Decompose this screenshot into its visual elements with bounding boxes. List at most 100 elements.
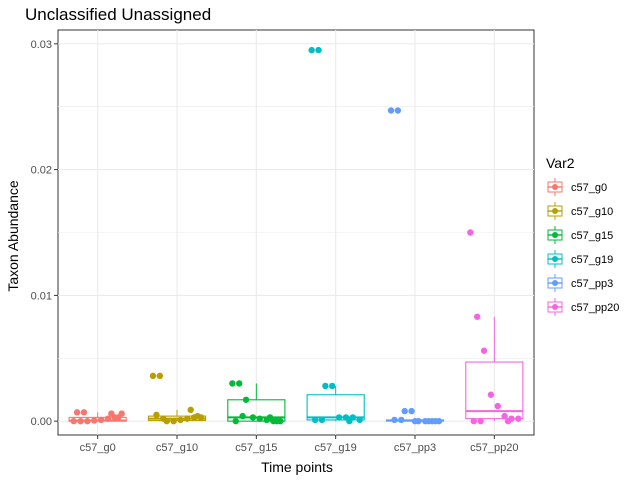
data-point: [391, 416, 398, 424]
legend-item-c57_g15: c57_g15: [546, 225, 613, 245]
box-iqr: [227, 399, 286, 422]
data-point: [308, 46, 315, 54]
box-iqr: [306, 394, 365, 421]
data-point: [266, 414, 274, 421]
y-axis-title: Taxon Abundance: [5, 180, 21, 292]
data-point: [315, 46, 322, 54]
data-point: [408, 407, 415, 415]
data-point: [501, 412, 508, 420]
legend-item-c57_g0: c57_g0: [546, 177, 607, 197]
data-point: [346, 417, 353, 425]
legend-title: Var2: [546, 155, 575, 171]
data-point: [432, 417, 439, 425]
x-tick-label: c57_g0: [80, 442, 116, 454]
x-tick-label: c57_pp20: [470, 442, 518, 454]
legend-label: c57_g15: [571, 230, 613, 242]
data-point: [115, 414, 122, 421]
legend-key-point: [552, 256, 558, 262]
data-point: [411, 417, 419, 425]
legend: Var2 c57_g0 c57_g10 c57_g15 c57_g19 c57_pp3c…: [546, 155, 619, 317]
data-point: [356, 416, 363, 424]
data-point: [477, 417, 484, 425]
data-point: [73, 409, 81, 416]
legend-label: c57_g19: [571, 254, 613, 266]
box-iqr: [465, 361, 524, 420]
x-tick-label: c57_g10: [156, 442, 198, 454]
data-point: [311, 416, 319, 424]
data-point: [273, 417, 281, 425]
data-point: [232, 417, 239, 425]
data-point: [97, 416, 105, 424]
data-point: [470, 417, 477, 425]
y-tick-label: 0.02: [31, 165, 52, 177]
box-c57_g0: [68, 409, 127, 425]
data-point: [156, 372, 164, 380]
data-point: [480, 347, 488, 354]
box-c57_pp20: [465, 229, 524, 425]
legend-key-point: [552, 208, 558, 214]
plot-area: 0.00 0.01 0.02 0.03 c57_g0 c57_g10 c57_g15 c57_…: [31, 29, 535, 454]
data-point: [194, 412, 201, 420]
data-point: [84, 417, 91, 425]
data-point: [242, 396, 250, 403]
data-point: [108, 410, 115, 417]
box-c57_g15: [227, 380, 286, 425]
data-point: [77, 417, 84, 425]
y-tick-label: 0.00: [31, 416, 52, 428]
box-c57_pp3: [385, 107, 445, 425]
data-point: [425, 417, 432, 425]
data-point: [322, 382, 329, 390]
x-tick-label: c57_pp3: [394, 442, 436, 454]
data-point: [177, 416, 184, 424]
data-point: [467, 229, 474, 236]
data-point: [160, 415, 167, 422]
x-tick-label: c57_g19: [315, 442, 357, 454]
data-point: [329, 382, 336, 390]
data-point: [80, 409, 88, 416]
legend-key-point: [552, 232, 558, 238]
legend-key-point: [552, 280, 558, 286]
data-point: [249, 414, 257, 421]
x-tick-label: c57_g15: [235, 442, 277, 454]
data-point: [153, 411, 160, 419]
data-point: [229, 380, 236, 387]
legend-key-point: [552, 184, 558, 190]
data-point: [256, 415, 263, 422]
legend-label: c57_pp3: [571, 278, 613, 290]
data-point: [149, 372, 157, 380]
data-point: [335, 414, 343, 421]
data-point: [387, 107, 395, 114]
data-point: [239, 412, 246, 420]
data-point: [170, 417, 177, 425]
legend-label: c57_g0: [571, 182, 607, 194]
legend-item-c57_g19: c57_g19: [546, 249, 613, 269]
data-point: [70, 417, 77, 425]
y-tick-label: 0.01: [31, 290, 52, 302]
data-point: [504, 417, 512, 425]
legend-item-c57_g10: c57_g10: [546, 201, 613, 221]
legend-item-c57_pp20: c57_pp20: [546, 297, 619, 317]
data-point: [184, 415, 191, 422]
data-point: [515, 415, 522, 422]
data-point: [401, 407, 408, 415]
x-axis-title: Time points: [261, 459, 333, 475]
data-point: [394, 107, 402, 114]
legend-item-c57_pp3: c57_pp3: [546, 273, 613, 293]
data-point: [494, 402, 501, 410]
data-point: [473, 313, 481, 320]
data-point: [487, 391, 495, 398]
box-c57_g19: [306, 46, 365, 425]
data-point: [398, 416, 405, 424]
box-c57_g10: [147, 372, 207, 425]
data-point: [318, 416, 326, 424]
legend-label: c57_pp20: [571, 302, 619, 314]
data-point: [235, 380, 243, 387]
chart-title: Unclassified Unassigned: [25, 5, 211, 24]
data-point: [187, 406, 194, 414]
legend-label: c57_g10: [571, 206, 613, 218]
data-point: [91, 417, 98, 424]
y-tick-label: 0.03: [31, 39, 52, 51]
data-point: [104, 415, 112, 422]
legend-key-point: [552, 304, 558, 310]
